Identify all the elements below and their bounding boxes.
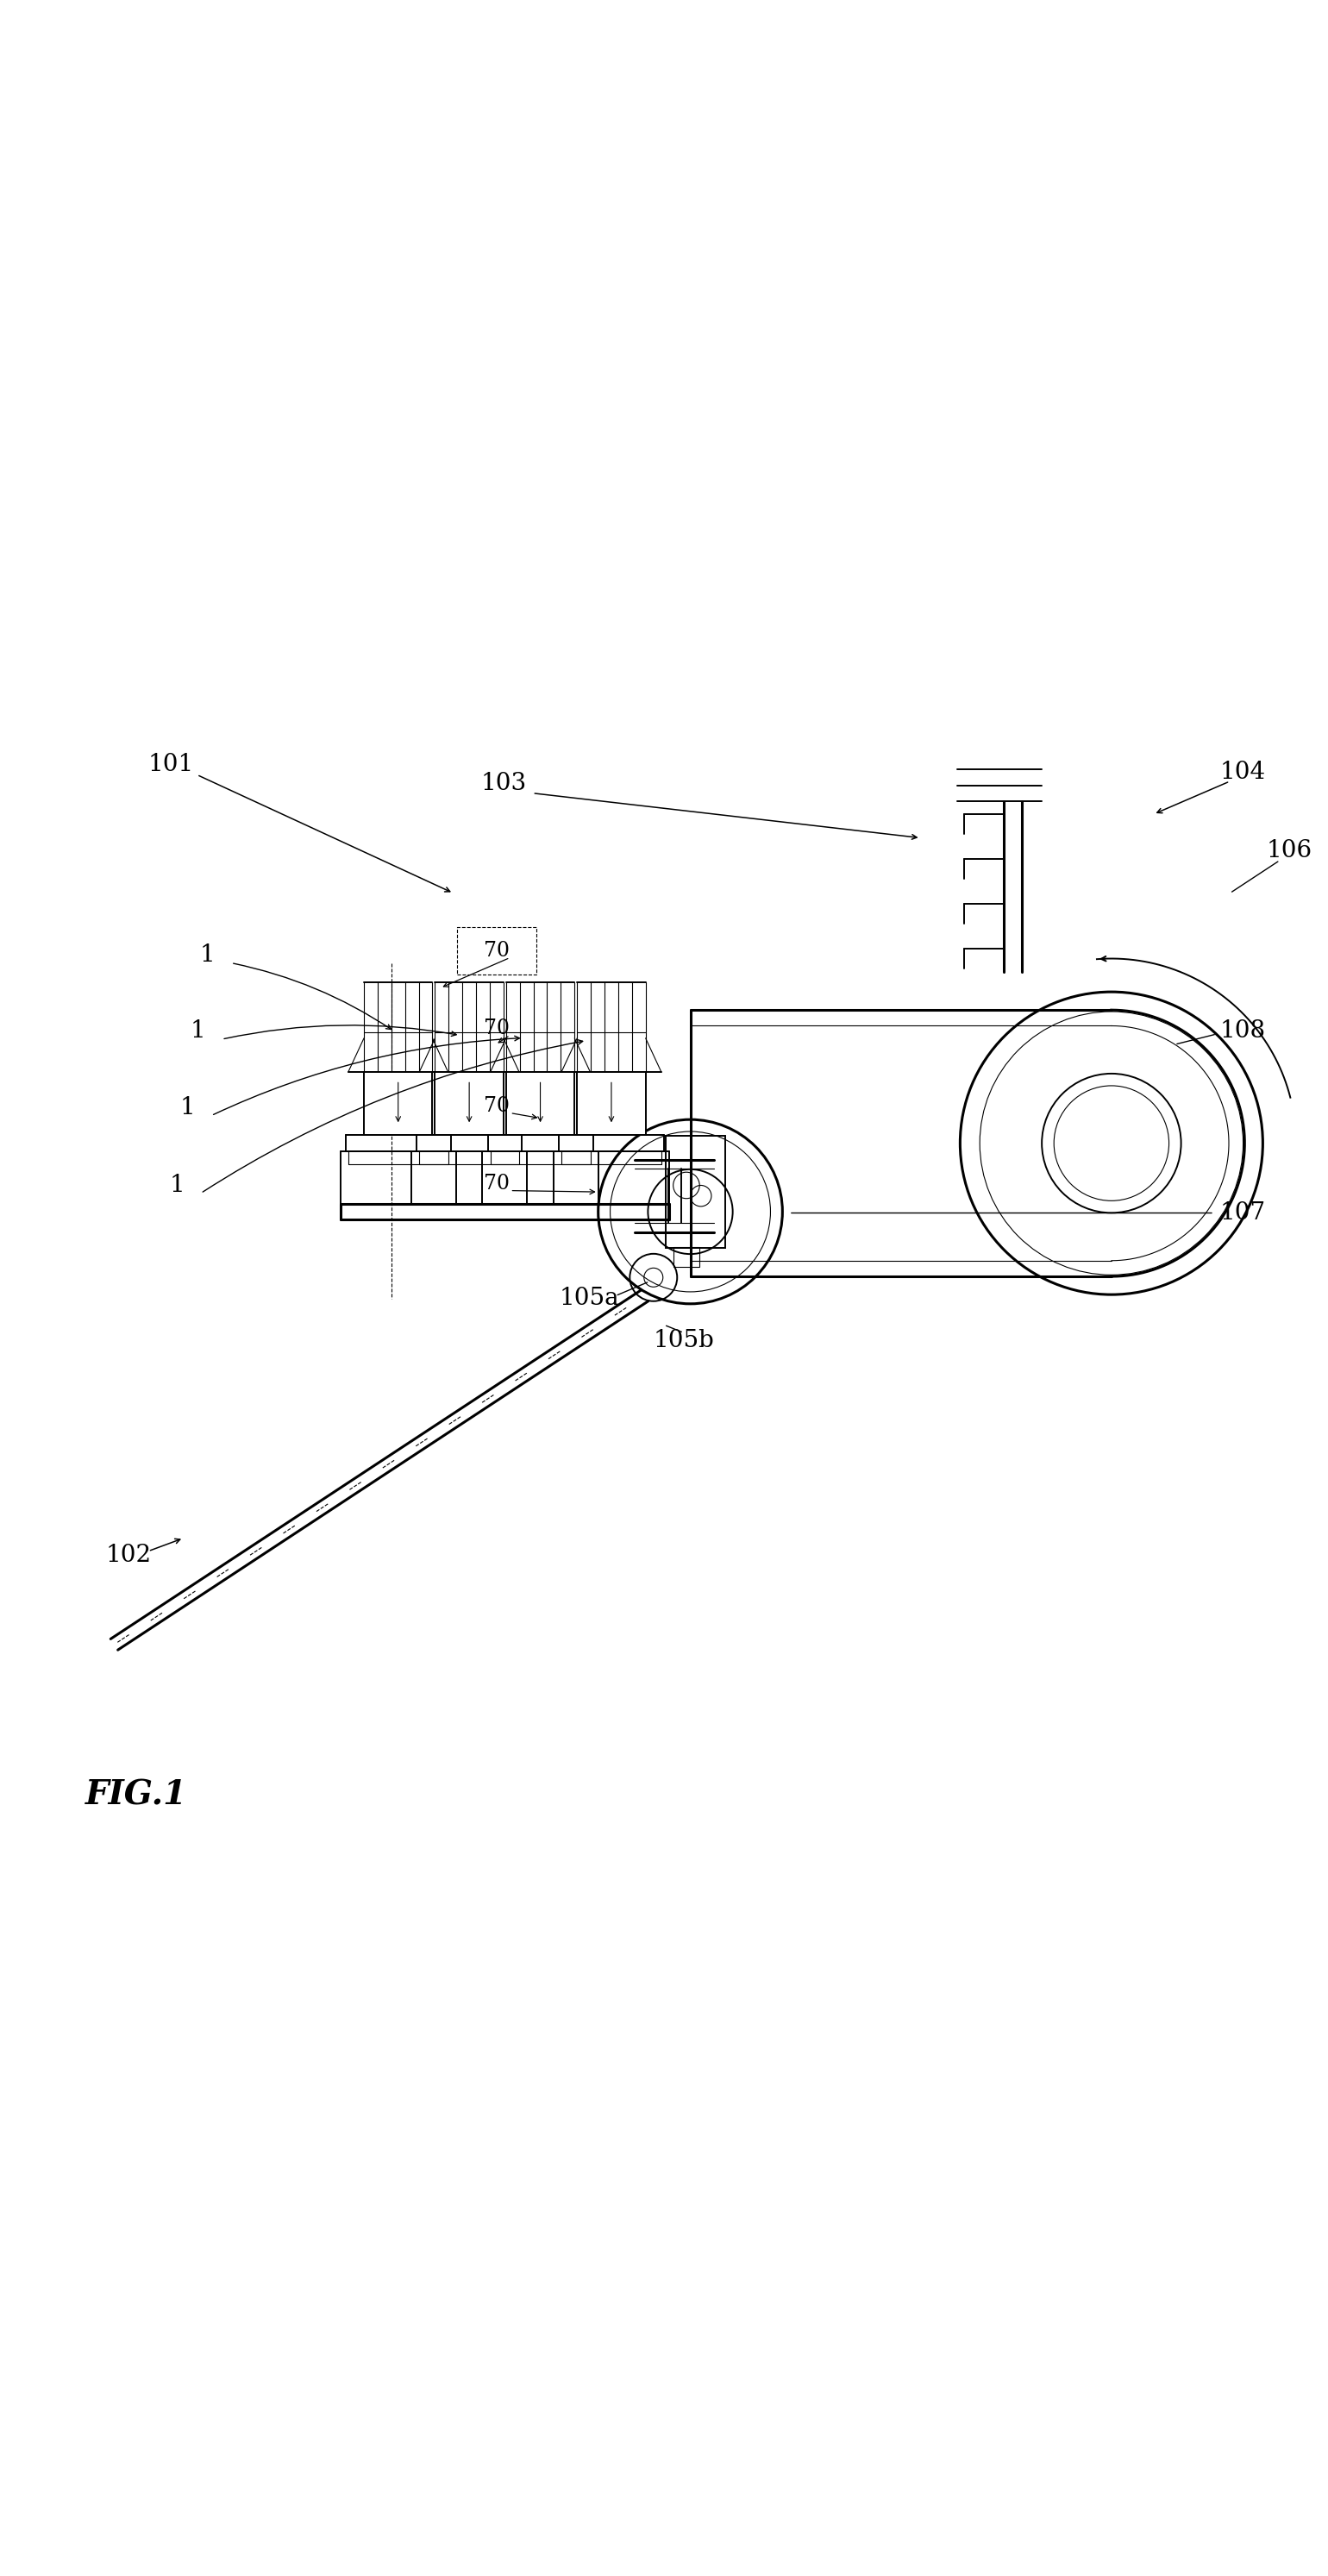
Bar bbox=[665, 1136, 725, 1247]
Text: 101: 101 bbox=[147, 752, 194, 775]
Bar bbox=[578, 1072, 645, 1136]
Bar bbox=[673, 1247, 700, 1267]
Bar bbox=[457, 927, 537, 974]
Text: 103: 103 bbox=[481, 773, 526, 796]
Text: 70: 70 bbox=[483, 1097, 510, 1115]
Text: 102: 102 bbox=[105, 1543, 151, 1566]
Text: 1: 1 bbox=[170, 1175, 185, 1198]
Text: FIG.1: FIG.1 bbox=[85, 1777, 187, 1811]
Text: 104: 104 bbox=[1220, 760, 1266, 783]
Text: 106: 106 bbox=[1266, 840, 1312, 863]
Text: 1: 1 bbox=[181, 1095, 195, 1121]
Bar bbox=[364, 1072, 433, 1136]
Text: 108: 108 bbox=[1220, 1020, 1266, 1043]
Text: 105a: 105a bbox=[559, 1288, 619, 1311]
Text: 1: 1 bbox=[199, 943, 215, 966]
Text: 105b: 105b bbox=[653, 1329, 714, 1352]
Bar bbox=[436, 1072, 503, 1136]
Text: 107: 107 bbox=[1220, 1200, 1266, 1224]
Text: 70: 70 bbox=[483, 1018, 510, 1038]
Text: 1: 1 bbox=[190, 1020, 206, 1043]
Text: 70: 70 bbox=[483, 1175, 510, 1193]
Bar bbox=[506, 1072, 575, 1136]
Text: 70: 70 bbox=[483, 940, 510, 961]
